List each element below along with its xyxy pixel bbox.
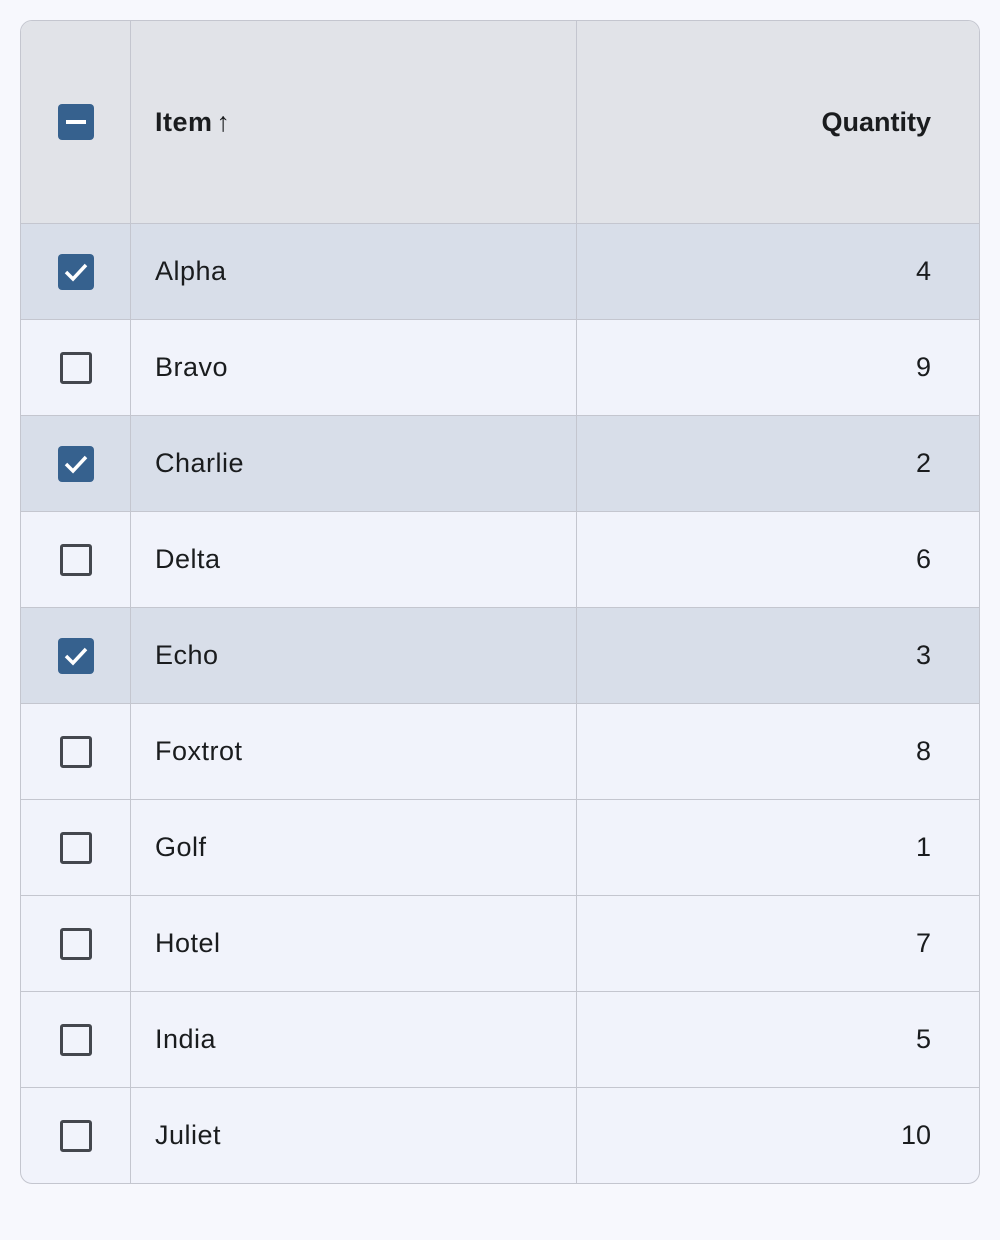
item-cell: Juliet [131, 1088, 577, 1183]
row-checkbox[interactable] [57, 637, 94, 674]
table-row[interactable]: Delta 6 [21, 511, 979, 607]
row-checkbox[interactable] [59, 1119, 92, 1152]
item-name: Golf [155, 832, 207, 862]
quantity-cell: 7 [577, 896, 979, 991]
item-name: Charlie [155, 448, 245, 478]
row-checkbox[interactable] [59, 735, 92, 768]
item-name: Bravo [155, 352, 229, 382]
quantity-value: 8 [915, 736, 931, 766]
item-cell: India [131, 992, 577, 1087]
item-name: Alpha [155, 256, 227, 286]
table-row[interactable]: Golf 1 [21, 799, 979, 895]
table-row[interactable]: Charlie 2 [21, 415, 979, 511]
select-all-checkbox[interactable] [57, 104, 94, 140]
table-row[interactable]: Foxtrot 8 [21, 703, 979, 799]
table-row[interactable]: India 5 [21, 991, 979, 1087]
column-header-quantity[interactable]: Quantity [577, 21, 979, 223]
checkbox-cell [21, 992, 131, 1087]
column-header-item[interactable]: Item ↑ [131, 21, 577, 223]
item-name: Hotel [155, 928, 221, 958]
table-row[interactable]: Alpha 4 [21, 223, 979, 319]
quantity-cell: 2 [577, 416, 979, 511]
item-name: Juliet [155, 1120, 222, 1150]
item-name: Echo [155, 640, 219, 670]
row-checkbox[interactable] [59, 927, 92, 960]
row-checkbox[interactable] [57, 253, 94, 290]
item-cell: Hotel [131, 896, 577, 991]
quantity-value: 10 [900, 1120, 931, 1150]
checkbox-cell [21, 320, 131, 415]
checkbox-cell [21, 1088, 131, 1183]
quantity-value: 3 [915, 640, 931, 670]
check-icon [64, 647, 87, 666]
table-row[interactable]: Hotel 7 [21, 895, 979, 991]
checkbox-cell [21, 512, 131, 607]
quantity-value: 6 [915, 544, 931, 574]
item-cell: Delta [131, 512, 577, 607]
select-all-cell [21, 21, 131, 223]
item-name: India [155, 1024, 217, 1054]
table-header: Item ↑ Quantity [21, 21, 979, 223]
item-name: Delta [155, 544, 221, 574]
quantity-cell: 4 [577, 224, 979, 319]
row-checkbox[interactable] [59, 543, 92, 576]
quantity-value: 5 [915, 1024, 931, 1054]
table-row[interactable]: Bravo 9 [21, 319, 979, 415]
row-checkbox[interactable] [59, 831, 92, 864]
checkbox-cell [21, 608, 131, 703]
item-name: Foxtrot [155, 736, 243, 766]
quantity-value: 7 [915, 928, 931, 958]
item-cell: Bravo [131, 320, 577, 415]
quantity-cell: 9 [577, 320, 979, 415]
quantity-cell: 3 [577, 608, 979, 703]
minus-icon [65, 120, 86, 124]
item-cell: Golf [131, 800, 577, 895]
checkbox-cell [21, 704, 131, 799]
item-cell: Foxtrot [131, 704, 577, 799]
check-icon [64, 455, 87, 474]
checkbox-cell [21, 800, 131, 895]
arrow-up-icon: ↑ [216, 106, 231, 137]
checkbox-cell [21, 416, 131, 511]
row-checkbox[interactable] [59, 1023, 92, 1056]
quantity-cell: 8 [577, 704, 979, 799]
item-cell: Echo [131, 608, 577, 703]
table-body: Alpha 4 Bravo 9 Charlie 2 Delta 6 Echo 3… [21, 223, 979, 1183]
quantity-cell: 1 [577, 800, 979, 895]
check-icon [64, 263, 87, 282]
item-header-label: Item [155, 106, 213, 137]
checkbox-cell [21, 896, 131, 991]
table-row[interactable]: Echo 3 [21, 607, 979, 703]
table-row[interactable]: Juliet 10 [21, 1087, 979, 1183]
quantity-value: 9 [915, 352, 931, 382]
row-checkbox[interactable] [57, 445, 94, 482]
quantity-header-label: Quantity [821, 106, 931, 137]
quantity-cell: 6 [577, 512, 979, 607]
checkbox-cell [21, 224, 131, 319]
item-cell: Alpha [131, 224, 577, 319]
item-cell: Charlie [131, 416, 577, 511]
quantity-value: 4 [915, 256, 931, 286]
quantity-value: 1 [915, 832, 931, 862]
quantity-value: 2 [915, 448, 931, 478]
data-table: Item ↑ Quantity Alpha 4 Bravo 9 Charlie … [20, 20, 980, 1184]
quantity-cell: 5 [577, 992, 979, 1087]
row-checkbox[interactable] [59, 351, 92, 384]
quantity-cell: 10 [577, 1088, 979, 1183]
